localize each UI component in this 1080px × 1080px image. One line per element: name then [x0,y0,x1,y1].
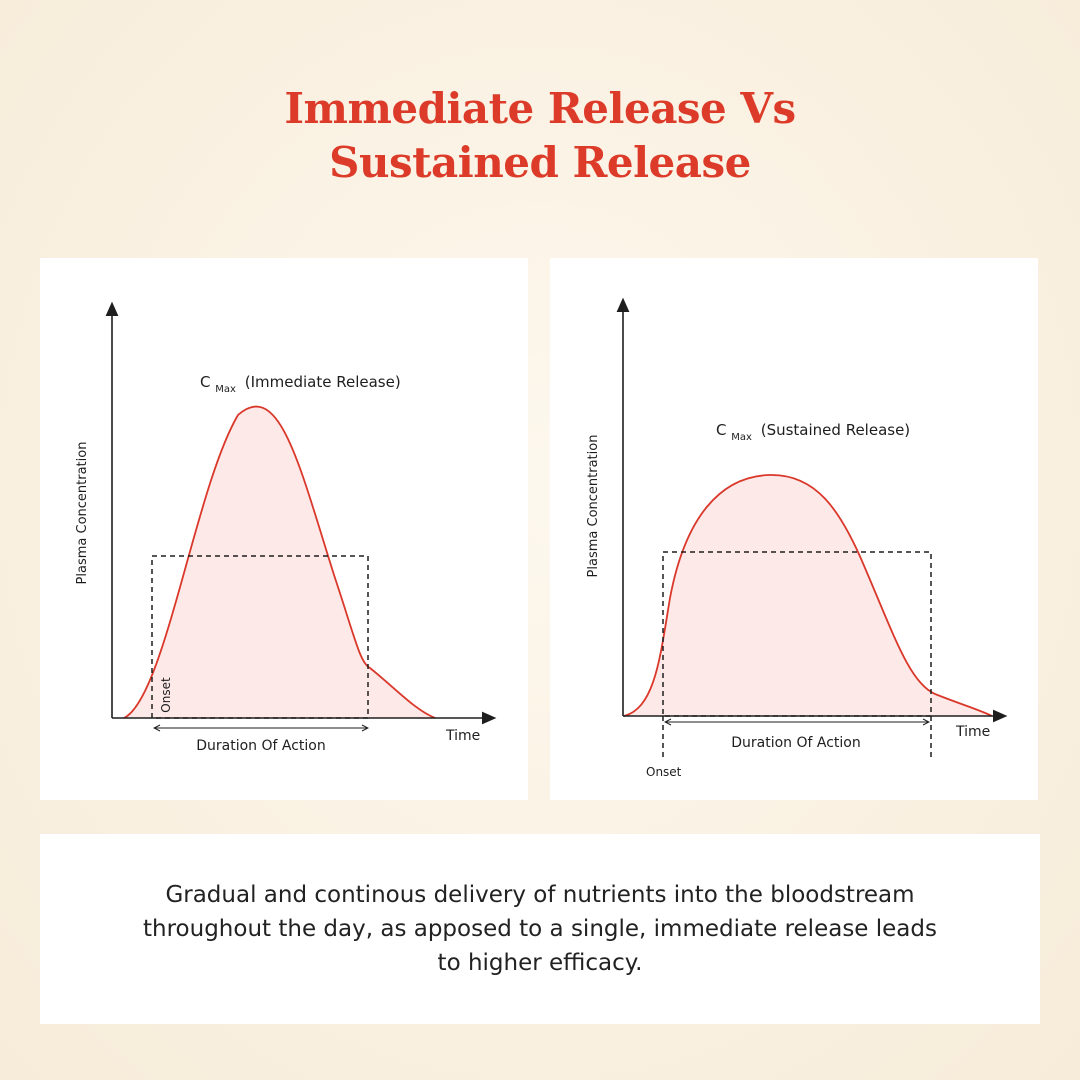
curve-line [123,405,436,719]
title-line-2: Sustained Release [329,138,751,187]
onset-label: Onset [646,765,682,779]
immediate-release-panel: C Max (Immediate Release) Plasma Concent… [40,258,528,800]
caption-text: Gradual and continous delivery of nutrie… [143,882,937,976]
sustained-release-diagram: C Max (Sustained Release) Plasma Concent… [586,297,1008,779]
page-title: Immediate Release Vs Sustained Release [0,82,1080,190]
cmax-label: C Max (Sustained Release) [716,421,910,444]
caption-box: Gradual and continous delivery of nutrie… [40,834,1040,1024]
sustained-release-panel: C Max (Sustained Release) Plasma Concent… [550,258,1038,800]
x-axis-label: Time [445,728,480,744]
immediate-release-diagram: C Max (Immediate Release) Plasma Concent… [75,301,497,754]
title-line-1: Immediate Release Vs [284,84,796,133]
x-axis-label: Time [955,724,990,740]
duration-label: Duration Of Action [196,738,326,754]
duration-label: Duration Of Action [731,735,861,751]
cmax-label: C Max (Immediate Release) [200,373,401,396]
onset-label: Onset [159,677,173,713]
y-axis-label: Plasma Concentration [75,442,90,585]
curve-area [124,406,435,718]
curve-area [624,474,992,716]
y-axis-label: Plasma Concentration [586,435,601,578]
